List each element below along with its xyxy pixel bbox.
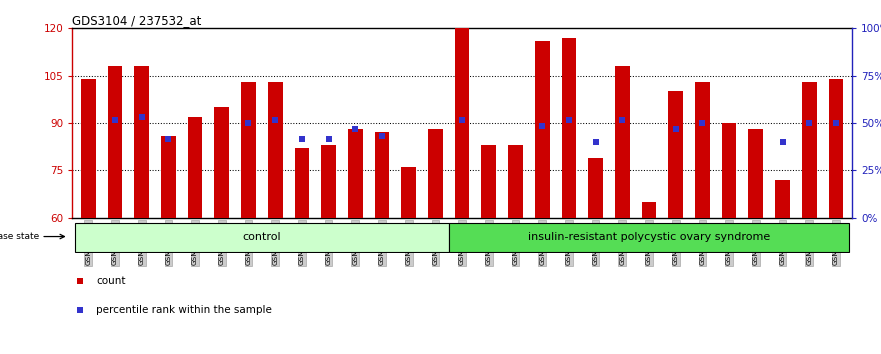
Bar — [294, 148, 309, 218]
Bar — [455, 28, 470, 218]
Text: count: count — [96, 275, 125, 286]
Bar — [481, 145, 496, 218]
Bar — [749, 129, 763, 218]
Bar — [615, 66, 630, 218]
Bar — [589, 158, 603, 218]
FancyBboxPatch shape — [448, 223, 849, 252]
Bar — [348, 129, 363, 218]
Bar — [81, 79, 96, 218]
Bar — [775, 180, 790, 218]
Bar — [322, 145, 336, 218]
Bar — [695, 82, 710, 218]
Bar — [535, 41, 550, 218]
Bar — [802, 82, 817, 218]
Text: GDS3104 / 237532_at: GDS3104 / 237532_at — [72, 14, 202, 27]
Bar — [268, 82, 283, 218]
Bar — [161, 136, 175, 218]
Text: disease state: disease state — [0, 232, 40, 241]
Bar — [641, 202, 656, 218]
Bar — [828, 79, 843, 218]
Bar — [722, 123, 737, 218]
FancyBboxPatch shape — [75, 223, 448, 252]
Bar — [561, 38, 576, 218]
Text: control: control — [242, 232, 281, 241]
Bar — [134, 66, 149, 218]
Bar — [374, 132, 389, 218]
Bar — [214, 107, 229, 218]
Bar — [402, 167, 416, 218]
Bar — [107, 66, 122, 218]
Bar — [508, 145, 522, 218]
Text: insulin-resistant polycystic ovary syndrome: insulin-resistant polycystic ovary syndr… — [528, 232, 770, 241]
Text: percentile rank within the sample: percentile rank within the sample — [96, 305, 272, 315]
Bar — [188, 117, 203, 218]
Bar — [669, 91, 683, 218]
Bar — [241, 82, 255, 218]
Bar — [428, 129, 443, 218]
